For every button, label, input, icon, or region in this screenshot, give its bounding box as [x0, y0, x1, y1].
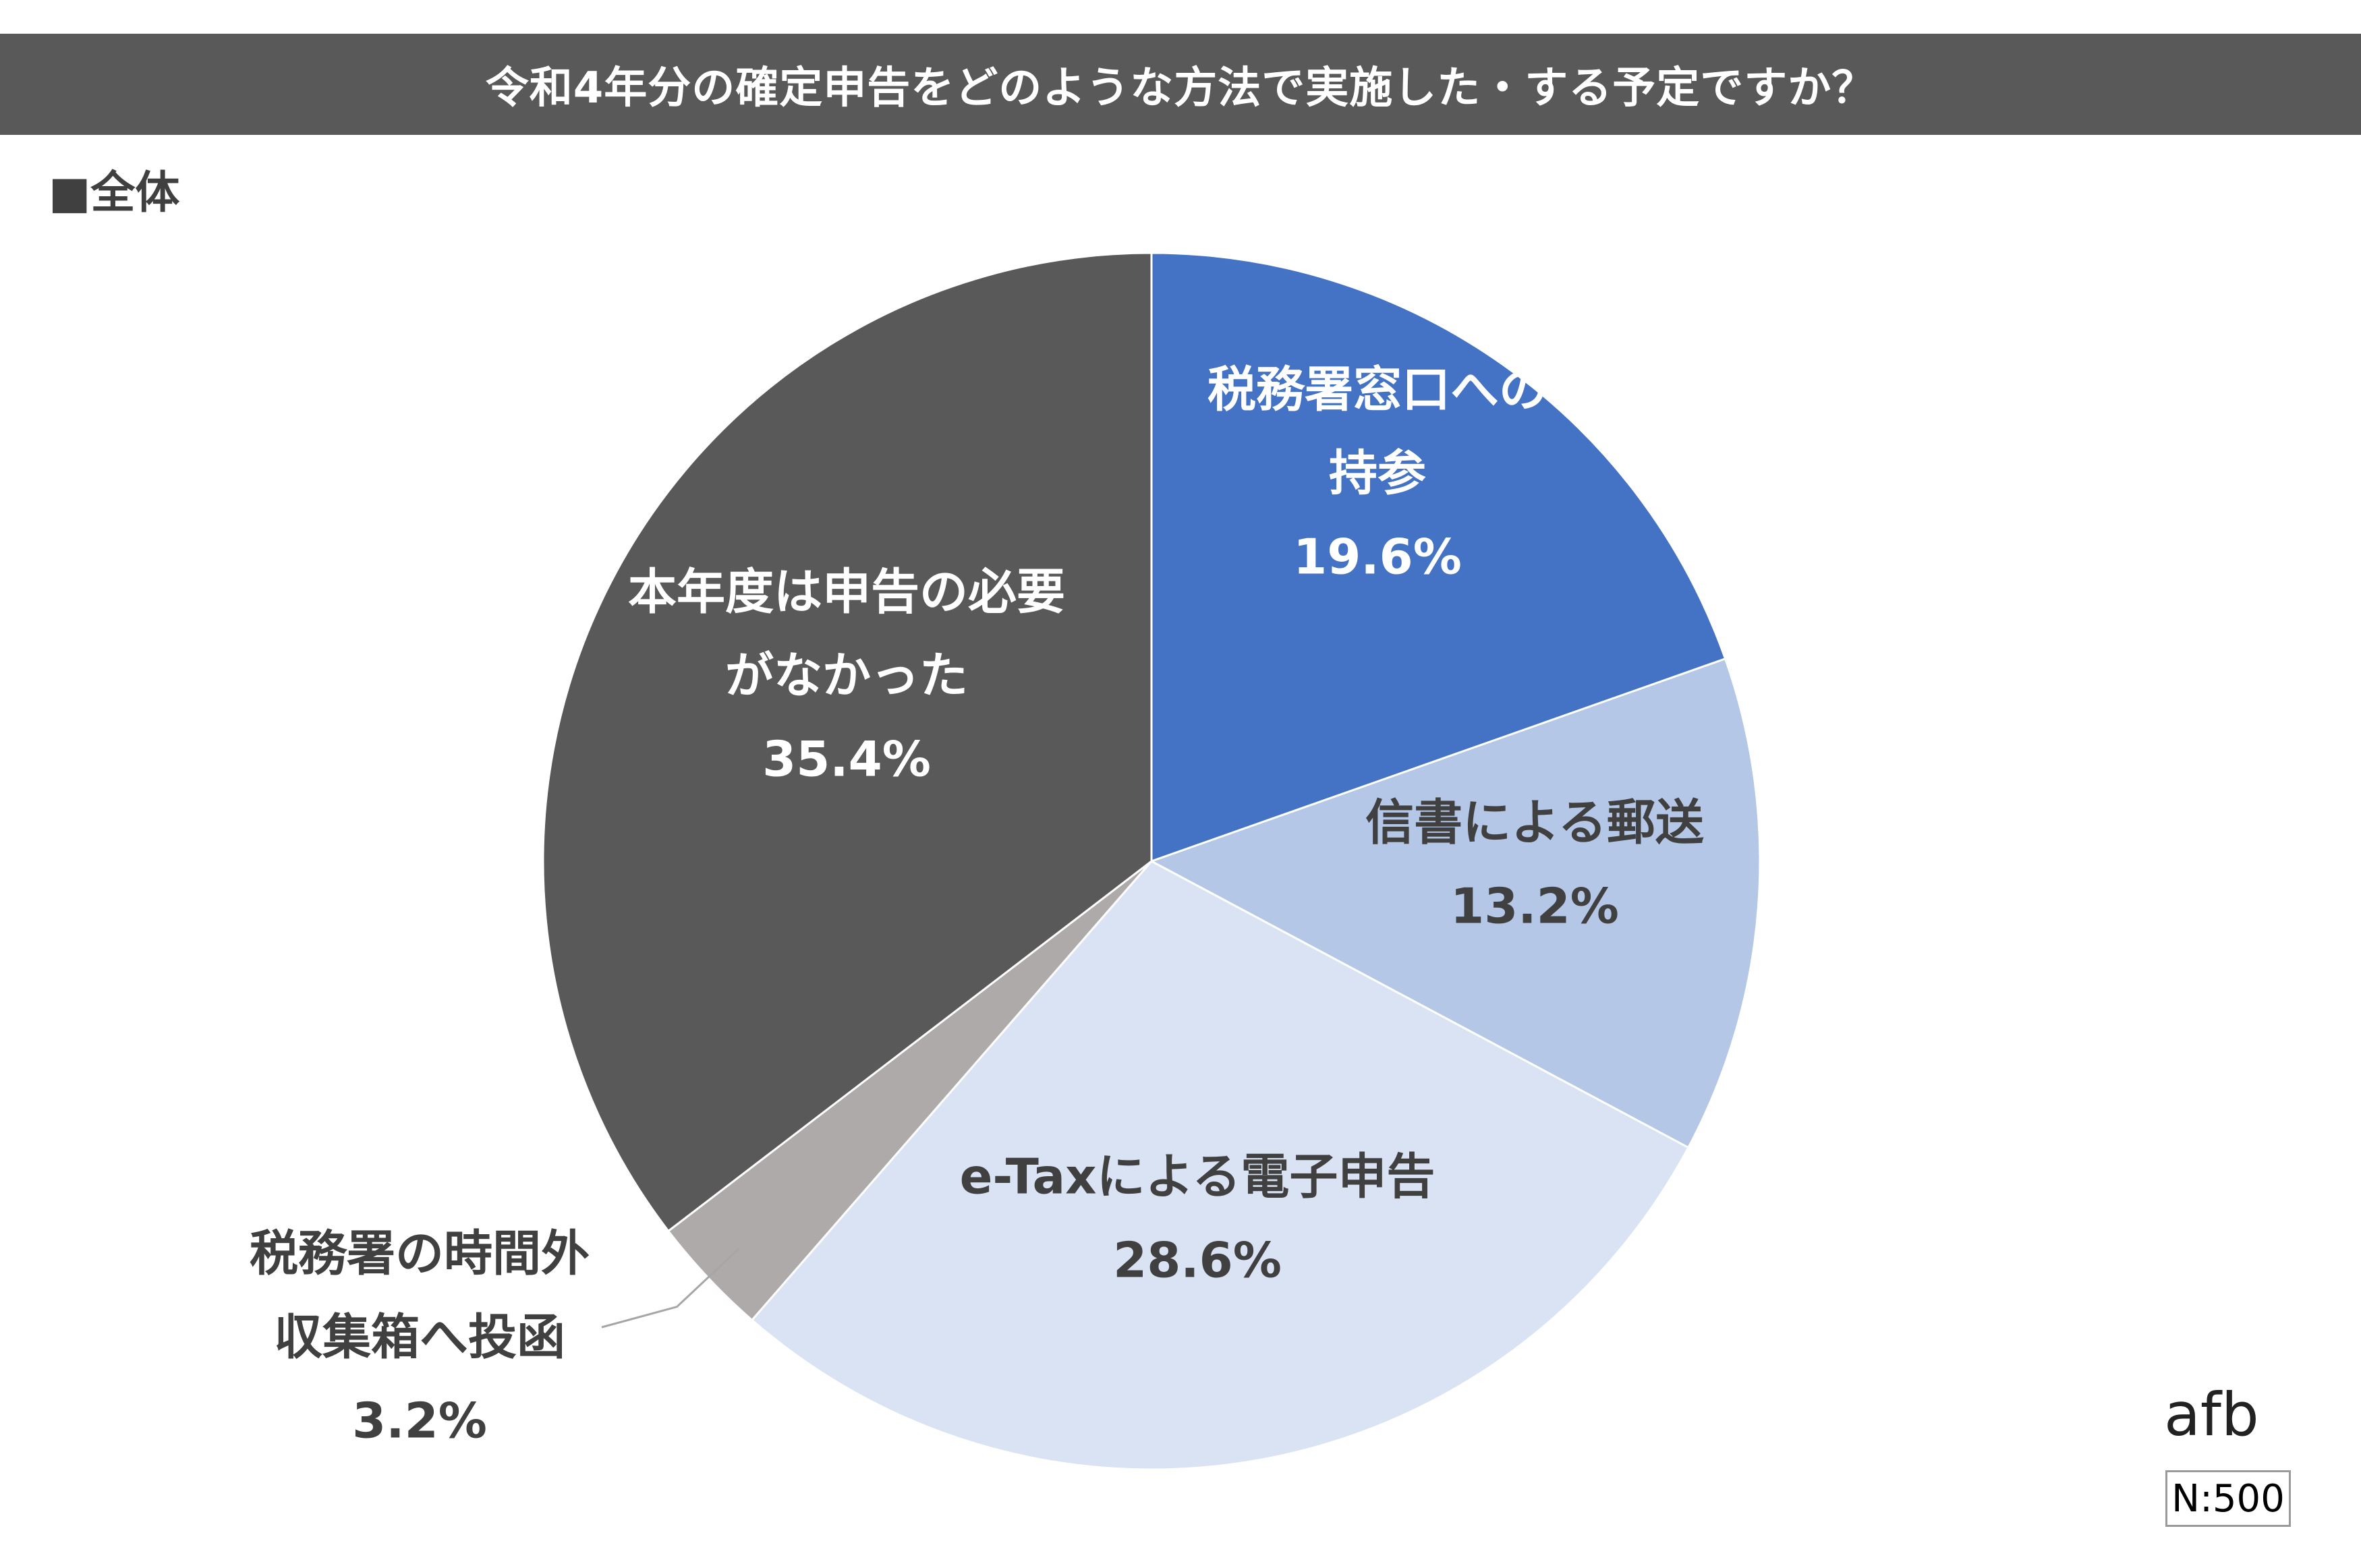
pie-slice-2	[1149, 657, 1761, 1149]
slice-5-value-label: 35.4%	[762, 731, 931, 788]
slice-4-label-line-1: 税務署の時間外	[250, 1225, 590, 1282]
slice-5-label-line-2: がなかった	[725, 647, 968, 704]
pie-slice-5	[542, 252, 1153, 1233]
afb-logo: afb	[2164, 1383, 2259, 1449]
slice-4-label-line-2: 収集箱へ投函	[274, 1309, 565, 1366]
chart-title: 令和4年分の確定申告をどのような方法で実施した・する予定ですか？	[485, 63, 1876, 113]
leader-line	[601, 1248, 740, 1329]
slice-3-value-label: 28.6%	[1113, 1232, 1282, 1289]
brand-text: afb	[2164, 1383, 2259, 1449]
sample-size-box: N:500	[2165, 1470, 2291, 1527]
slice-1-value-label: 19.6%	[1293, 529, 1462, 585]
slice-5-label-line-1: 本年度は申告の必要	[628, 564, 1065, 620]
slice-2-value-label: 13.2%	[1450, 878, 1619, 935]
sample-size-label: N:500	[2171, 1476, 2285, 1521]
slice-2-label-line-1: 信書による郵送	[1365, 794, 1704, 851]
slice-3-label-line-1: e-Taxによる電子申告	[960, 1149, 1435, 1205]
chart-subtitle: ■全体	[49, 167, 180, 219]
pie-slice-3	[750, 860, 1690, 1471]
slice-4-value-label: 3.2%	[352, 1393, 487, 1449]
slice-1-label-line-1: 税務署窓口への	[1207, 361, 1547, 418]
slice-1-label-line-2: 持参	[1329, 445, 1426, 502]
title-bar: 令和4年分の確定申告をどのような方法で実施した・する予定ですか？	[0, 34, 2361, 135]
